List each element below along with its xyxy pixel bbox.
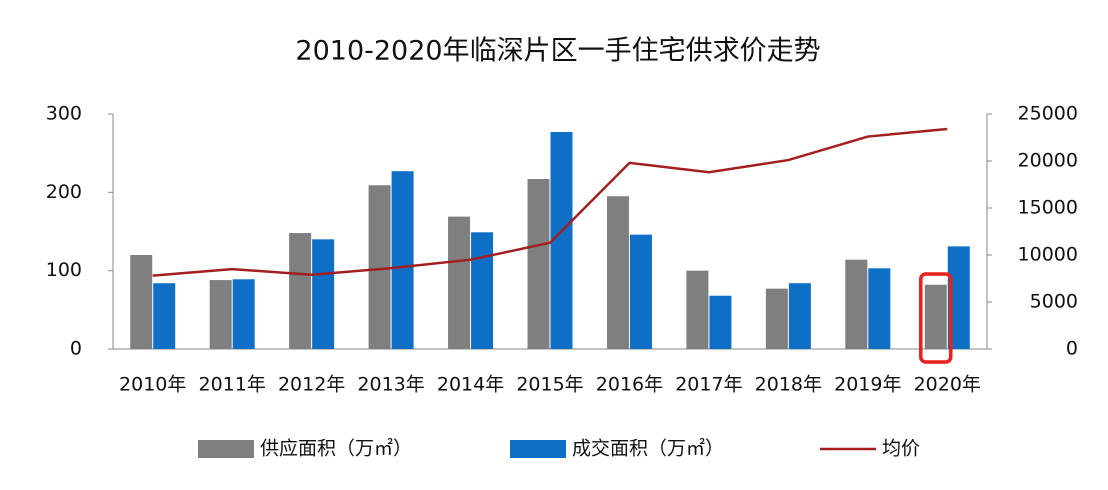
y-tick-label: 0 — [70, 338, 82, 360]
bar — [845, 259, 868, 349]
legend-label: 成交面积（万㎡） — [572, 437, 724, 460]
highlight-box — [919, 272, 953, 364]
bar — [130, 255, 153, 349]
x-tick-label: 2020年 — [914, 374, 981, 396]
chart-title: 2010-2020年临深片区一手住宅供求价走势 — [295, 36, 820, 67]
y-tick-label: 200 — [46, 181, 82, 203]
bar — [209, 280, 232, 349]
bar — [765, 288, 788, 349]
bar — [471, 232, 494, 349]
x-tick-label: 2019年 — [834, 374, 901, 396]
bar — [312, 239, 335, 349]
bar — [368, 185, 391, 349]
y2-tick-label: 5000 — [1030, 291, 1078, 313]
line — [152, 127, 948, 277]
x-tick-label: 2013年 — [357, 374, 424, 396]
y2-tick-label: 20000 — [1018, 150, 1078, 172]
bar — [527, 179, 550, 349]
bar — [629, 234, 652, 349]
y2-tick-label: 25000 — [1018, 103, 1078, 125]
bar — [448, 216, 471, 349]
bar — [947, 246, 970, 349]
bar — [606, 196, 629, 349]
x-tick-label: 2010年 — [119, 374, 186, 396]
bar — [686, 270, 709, 349]
bar — [550, 132, 573, 349]
bar — [924, 284, 947, 349]
y2-tick-label: 0 — [1066, 338, 1078, 360]
x-tick-label: 2011年 — [199, 374, 266, 396]
bar — [788, 283, 811, 349]
bar — [709, 295, 732, 349]
bar — [289, 233, 312, 349]
bar — [153, 283, 176, 349]
y2-tick-label: 15000 — [1018, 197, 1078, 219]
x-tick-label: 2012年 — [278, 374, 345, 396]
y-tick-label: 300 — [46, 103, 82, 125]
x-tick-label: 2015年 — [516, 374, 583, 396]
x-tick-label: 2016年 — [596, 374, 663, 396]
bar — [391, 171, 414, 349]
bar — [232, 279, 255, 349]
bar — [868, 268, 891, 349]
legend-label: 供应面积（万㎡） — [260, 437, 412, 460]
legend-swatch — [198, 440, 254, 458]
y2-tick-label: 10000 — [1018, 244, 1078, 266]
legend-swatch — [510, 440, 566, 458]
x-tick-label: 2018年 — [755, 374, 822, 396]
y-tick-label: 100 — [46, 259, 82, 281]
x-tick-label: 2017年 — [675, 374, 742, 396]
x-tick-label: 2014年 — [437, 374, 504, 396]
legend-label: 均价 — [882, 438, 920, 460]
